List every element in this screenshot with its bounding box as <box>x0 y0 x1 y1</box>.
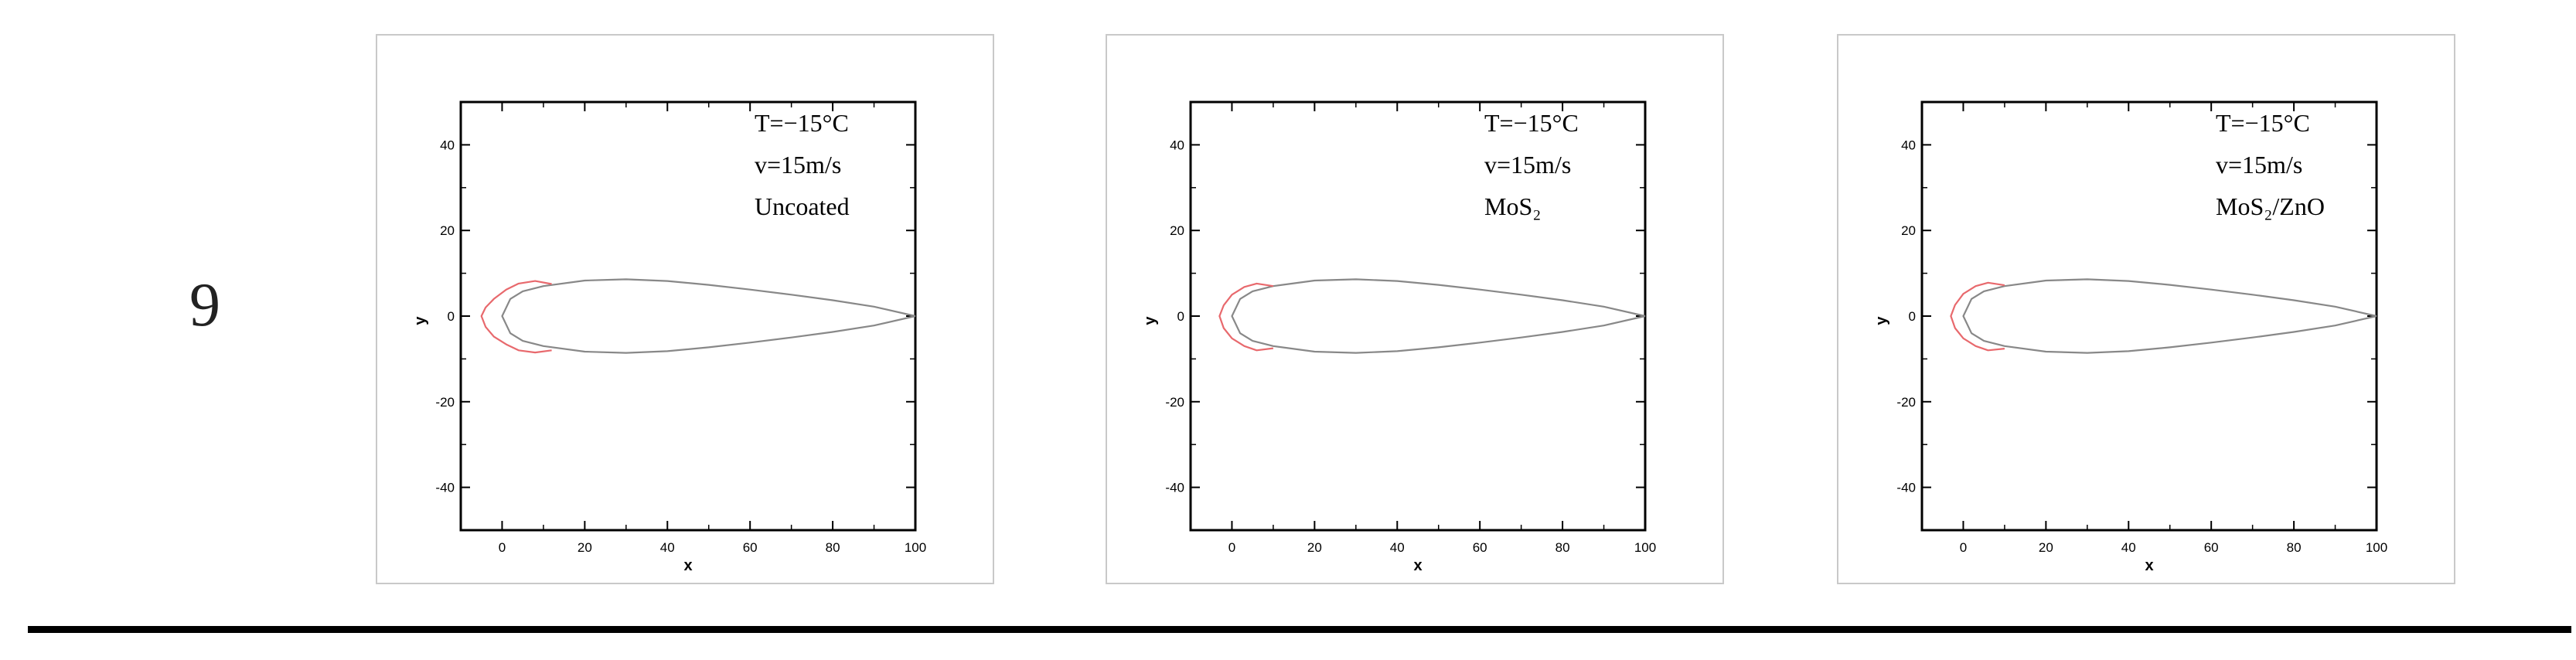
plot-frame <box>459 100 917 532</box>
x-tick-label: 60 <box>743 540 758 555</box>
x-tick-label: 80 <box>2287 540 2302 555</box>
y-tick-label: 20 <box>1170 223 1184 238</box>
x-tick-label: 100 <box>905 540 926 555</box>
ice-shape-line <box>1950 281 2005 352</box>
ice-shape-line <box>480 280 552 354</box>
x-tick-label: 100 <box>2366 540 2387 555</box>
airfoil-profile-line <box>1231 278 1646 354</box>
x-axis-label: x <box>683 557 692 574</box>
chart-panel-2: 0 20 40 60 80 100 40 20 0 -20 -40 x y T=−15°C v=15m/s M… <box>1106 34 1724 584</box>
x-tick-label: 20 <box>1307 540 1322 555</box>
row-number-label: 9 <box>189 271 220 339</box>
annotation-text: MoS₂ <box>1484 192 1541 220</box>
airfoil-profile-line <box>501 278 916 354</box>
y-tick-label: 0 <box>448 309 455 324</box>
y-axis-label: y <box>1142 316 1159 325</box>
x-tick-label: 40 <box>660 540 675 555</box>
x-axis-label: x <box>1413 557 1422 574</box>
y-tick-label: 0 <box>1909 309 1916 324</box>
y-tick-label: -20 <box>1165 395 1184 410</box>
y-axis-label: y <box>412 316 429 325</box>
x-tick-label: 0 <box>1228 540 1235 555</box>
annotation-text: Uncoated <box>755 192 850 220</box>
annotation-text: v=15m/s <box>1484 151 1571 179</box>
ice-shape-line <box>1218 282 1274 352</box>
y-tick-label: 40 <box>1170 138 1184 152</box>
annotation-text: v=15m/s <box>755 151 841 179</box>
y-tick-label: 20 <box>1901 223 1916 238</box>
y-tick-label: 40 <box>440 138 455 152</box>
x-axis-label: x <box>2145 557 2153 574</box>
y-tick-label: -40 <box>1896 481 1916 495</box>
chart-panel-1: 0 20 40 60 80 100 40 20 0 -20 -40 x y T=−15°C v=15m/s U… <box>376 34 994 584</box>
x-tick-label: 0 <box>1960 540 1967 555</box>
chart-svg-2: 0 20 40 60 80 100 40 20 0 -20 -40 x y T=−15°C v=15m/s M… <box>1142 100 1656 574</box>
chart-svg-1: 0 20 40 60 80 100 40 20 0 -20 -40 x y T=−15°C v=15m/s U… <box>412 100 926 574</box>
x-tick-label: 100 <box>1634 540 1656 555</box>
chart-panel-3: 0 20 40 60 80 100 40 20 0 -20 -40 x y T=−15°C v=15m/s M… <box>1837 34 2455 584</box>
y-tick-label: -40 <box>1165 481 1184 495</box>
y-tick-label: -20 <box>435 395 455 410</box>
y-tick-label: -20 <box>1896 395 1916 410</box>
annotation-text: v=15m/s <box>2216 151 2302 179</box>
annotation-text: T=−15°C <box>755 109 849 137</box>
y-tick-label: 20 <box>440 223 455 238</box>
y-tick-label: 0 <box>1177 309 1184 324</box>
plot-frame <box>1920 100 2378 532</box>
plot-frame <box>1189 100 1647 532</box>
table-bottom-rule <box>28 626 2571 633</box>
x-tick-label: 20 <box>578 540 592 555</box>
x-tick-label: 40 <box>2121 540 2136 555</box>
x-tick-label: 80 <box>1555 540 1570 555</box>
x-tick-label: 80 <box>826 540 840 555</box>
annotation-text: T=−15°C <box>1484 109 1579 137</box>
y-tick-label: -40 <box>435 481 455 495</box>
annotation-text: MoS₂/ZnO <box>2216 192 2325 220</box>
airfoil-profile-line <box>1962 278 2377 354</box>
x-tick-label: 40 <box>1390 540 1405 555</box>
x-tick-label: 0 <box>499 540 506 555</box>
y-tick-label: 40 <box>1901 138 1916 152</box>
x-tick-label: 60 <box>1473 540 1487 555</box>
annotation-text: T=−15°C <box>2216 109 2310 137</box>
x-tick-label: 20 <box>2039 540 2053 555</box>
y-axis-label: y <box>1873 316 1890 325</box>
x-tick-label: 60 <box>2204 540 2219 555</box>
chart-svg-3: 0 20 40 60 80 100 40 20 0 -20 -40 x y T=−15°C v=15m/s M… <box>1873 100 2387 574</box>
